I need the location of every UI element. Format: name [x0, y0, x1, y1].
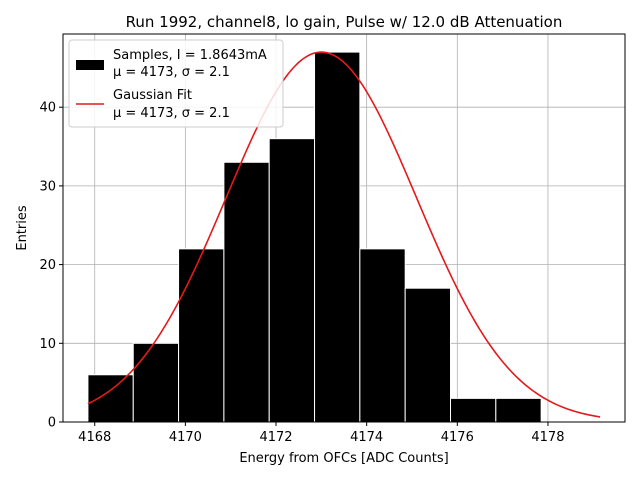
y-axis-label: Entries	[15, 205, 30, 251]
x-tick-label-1: 4170	[169, 430, 202, 445]
histogram-bar-7	[404, 287, 452, 423]
histogram-bar-9	[495, 397, 542, 423]
histogram-bar-5	[314, 51, 361, 423]
x-tick-label-5: 4178	[531, 430, 564, 445]
legend-label-samples-stats: μ = 4173, σ = 2.1	[113, 65, 230, 80]
x-axis-label: Energy from OFCs [ADC Counts]	[239, 451, 448, 466]
legend-label-samples: Samples, I = 1.8643mA	[113, 48, 267, 63]
histogram-bar-8	[450, 397, 497, 423]
x-tick-label-4: 4176	[441, 430, 474, 445]
gaussian-fit-line	[87, 51, 601, 418]
y-axis-ticks: 0 10 20 30 40	[39, 101, 63, 431]
x-axis-ticks: 4168 4170 4172 4174 4176 4178	[78, 422, 564, 445]
legend-box	[68, 39, 284, 128]
histogram-bar-6	[359, 248, 406, 423]
x-tick-label-3: 4174	[350, 430, 383, 445]
chart-title: Run 1992, channel8, lo gain, Pulse w/ 12…	[126, 13, 563, 31]
histogram-bar-4	[268, 138, 316, 423]
legend: Samples, I = 1.8643mA μ = 4173, σ = 2.1 …	[68, 39, 284, 128]
plot-frame	[62, 33, 626, 423]
histogram-bar-1	[132, 342, 180, 423]
y-tick-label-2: 20	[39, 258, 56, 273]
y-tick-label-1: 10	[39, 337, 56, 352]
legend-label-fit: Gaussian Fit	[113, 88, 192, 103]
histogram-bars	[87, 51, 542, 423]
y-tick-label-4: 40	[39, 101, 56, 116]
histogram-bar-3	[223, 161, 270, 423]
x-tick-label-0: 4168	[78, 430, 111, 445]
y-tick-label-3: 30	[39, 179, 56, 194]
y-tick-label-0: 0	[48, 416, 56, 431]
x-tick-label-2: 4172	[259, 430, 292, 445]
histogram-bar-0	[87, 374, 134, 423]
legend-swatch-samples	[76, 60, 104, 70]
legend-label-fit-stats: μ = 4173, σ = 2.1	[113, 106, 230, 121]
histogram-bar-2	[178, 248, 225, 423]
